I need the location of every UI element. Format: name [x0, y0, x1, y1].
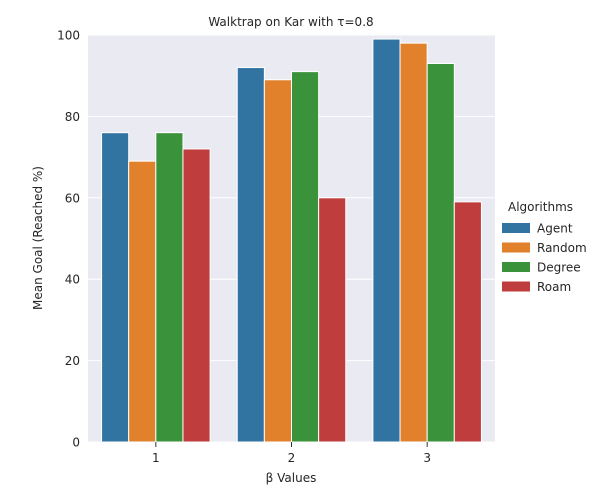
- legend: Algorithms Agent Random Degree Roam: [502, 200, 587, 294]
- legend-swatch-roam: [502, 281, 530, 292]
- bar-agent-3: [372, 38, 401, 443]
- y-axis-label: Mean Goal (Reached %): [31, 166, 45, 310]
- legend-swatch-agent: [502, 223, 530, 233]
- bar-degree-2: [291, 71, 320, 443]
- bar-random-1: [128, 160, 157, 443]
- legend-items: Agent Random Degree Roam: [502, 222, 587, 294]
- x-tick-labels: 1 2 3: [152, 442, 431, 465]
- legend-swatch-random: [502, 242, 530, 253]
- y-tick-label: 100: [57, 29, 80, 43]
- bar-degree-1: [155, 132, 184, 443]
- y-tick-label: 20: [65, 354, 80, 368]
- y-tick-label: 80: [65, 110, 80, 124]
- bars-layer: [101, 38, 482, 443]
- bar-agent-1: [101, 132, 130, 443]
- legend-swatch-degree: [502, 262, 530, 272]
- y-tick-labels: 0 20 40 60 80 100: [57, 29, 80, 450]
- x-tick-label: 3: [423, 451, 431, 465]
- legend-label-degree: Degree: [537, 261, 581, 275]
- legend-label-roam: Roam: [537, 280, 571, 294]
- bar-roam-1: [182, 148, 211, 443]
- legend-label-random: Random: [537, 241, 587, 255]
- bar-roam-3: [453, 201, 482, 443]
- y-tick-label: 60: [65, 191, 80, 205]
- chart-title: Walktrap on Kar with τ=0.8: [208, 15, 373, 29]
- x-tick-label: 1: [152, 451, 160, 465]
- x-axis-label: β Values: [266, 471, 317, 485]
- bar-agent-2: [236, 67, 265, 443]
- bar-random-2: [263, 79, 293, 443]
- y-tick-label: 40: [65, 273, 80, 287]
- bar-roam-2: [318, 197, 347, 443]
- bar-random-3: [399, 42, 428, 443]
- y-tick-label: 0: [72, 436, 80, 450]
- x-tick-label: 2: [288, 451, 296, 465]
- legend-title: Algorithms: [508, 200, 573, 214]
- bar-degree-3: [426, 62, 455, 443]
- legend-label-agent: Agent: [537, 222, 573, 236]
